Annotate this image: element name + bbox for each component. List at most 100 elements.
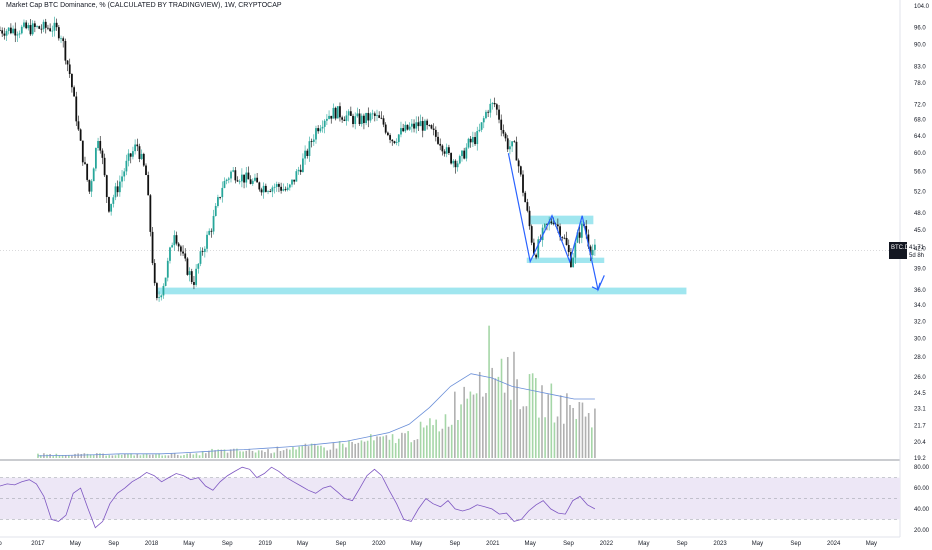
x-tick-label: 2023 <box>713 541 727 547</box>
candle-body <box>572 257 575 268</box>
candle-body <box>415 122 418 129</box>
candle-body <box>5 31 8 36</box>
candle <box>406 124 409 131</box>
price-tag-box <box>889 242 907 259</box>
candle-body <box>20 26 23 34</box>
volume-bar <box>534 378 537 458</box>
volume-bar <box>39 455 42 458</box>
candle-body <box>114 186 117 198</box>
candle <box>193 275 195 290</box>
candle-body <box>38 26 41 29</box>
volume-bar <box>366 440 369 458</box>
candle <box>68 58 71 78</box>
candle-body <box>319 128 322 132</box>
candle <box>432 123 435 136</box>
candle-body <box>339 106 341 118</box>
candle <box>513 140 516 143</box>
candle <box>461 150 463 162</box>
volume-bar <box>136 453 139 458</box>
candle-body <box>328 115 330 119</box>
candle-body <box>71 73 73 88</box>
candle <box>84 156 86 165</box>
candle <box>498 104 500 124</box>
candle-body <box>493 102 496 105</box>
candle <box>352 113 354 128</box>
candle-body <box>467 138 470 148</box>
candle-body <box>502 129 505 134</box>
volume-bar <box>226 452 229 458</box>
candle-body <box>528 210 531 227</box>
candle <box>121 170 123 188</box>
volume-bar <box>96 453 98 458</box>
candle <box>232 167 235 173</box>
candle-body <box>182 251 184 254</box>
candle <box>369 112 372 123</box>
candle <box>417 116 420 131</box>
candle <box>20 24 23 35</box>
volume-bar <box>472 394 475 458</box>
candle <box>284 186 287 192</box>
candle-body <box>164 277 167 286</box>
y-tick-label: 34.0 <box>914 303 926 309</box>
candle <box>262 182 265 199</box>
volume-bar <box>264 451 266 458</box>
candle-body <box>0 30 1 32</box>
candle <box>212 209 215 235</box>
candle-body <box>541 227 544 241</box>
volume-bar <box>591 427 593 458</box>
volume-bar <box>382 436 385 458</box>
volume-bar <box>37 453 39 458</box>
candle <box>103 153 106 177</box>
volume-bar <box>394 443 397 458</box>
candle-body <box>408 126 411 130</box>
candle-body <box>60 38 62 40</box>
candle-body <box>267 191 269 192</box>
volume-bar <box>519 409 522 458</box>
candle-body <box>546 223 548 225</box>
candle-body <box>421 121 424 131</box>
candle-body <box>373 113 376 116</box>
volume-bar <box>292 447 294 458</box>
candle <box>310 138 313 148</box>
candle <box>336 106 339 119</box>
volume-bar <box>469 391 472 458</box>
x-tick-label: May <box>524 541 535 547</box>
candle-body <box>485 111 487 119</box>
candle-body <box>177 243 180 247</box>
volume-bar <box>360 440 363 458</box>
candle <box>550 218 553 225</box>
volume-bar <box>572 407 574 458</box>
candle-body <box>471 137 474 143</box>
x-tick-label: Sep <box>108 541 119 547</box>
candle <box>49 23 52 32</box>
volume-bar <box>544 417 546 458</box>
x-tick-label: Sep <box>449 541 460 547</box>
support-resistance-zone <box>155 287 687 295</box>
volume-bar <box>245 450 248 458</box>
y-tick-label: 20.4 <box>914 440 926 446</box>
candle <box>251 178 254 186</box>
candle-body <box>9 27 12 34</box>
candle <box>330 115 333 124</box>
candle-body <box>323 120 326 127</box>
candle-body <box>16 34 19 36</box>
candle <box>221 181 224 203</box>
volume-bar <box>488 325 490 458</box>
candle <box>142 152 145 167</box>
candle <box>57 24 60 41</box>
candle <box>567 239 570 257</box>
candle <box>373 111 376 122</box>
candle-body <box>376 115 378 117</box>
candle-body <box>118 181 121 193</box>
candle-body <box>169 247 171 261</box>
volume-bar <box>282 450 285 458</box>
x-tick-label: 2019 <box>259 541 273 547</box>
candle-body <box>404 124 407 132</box>
candle-body <box>585 225 588 235</box>
candle-body <box>580 223 583 238</box>
candle <box>182 245 184 257</box>
candle-body <box>275 184 278 187</box>
candle <box>147 171 150 196</box>
volume-bar <box>506 357 509 458</box>
